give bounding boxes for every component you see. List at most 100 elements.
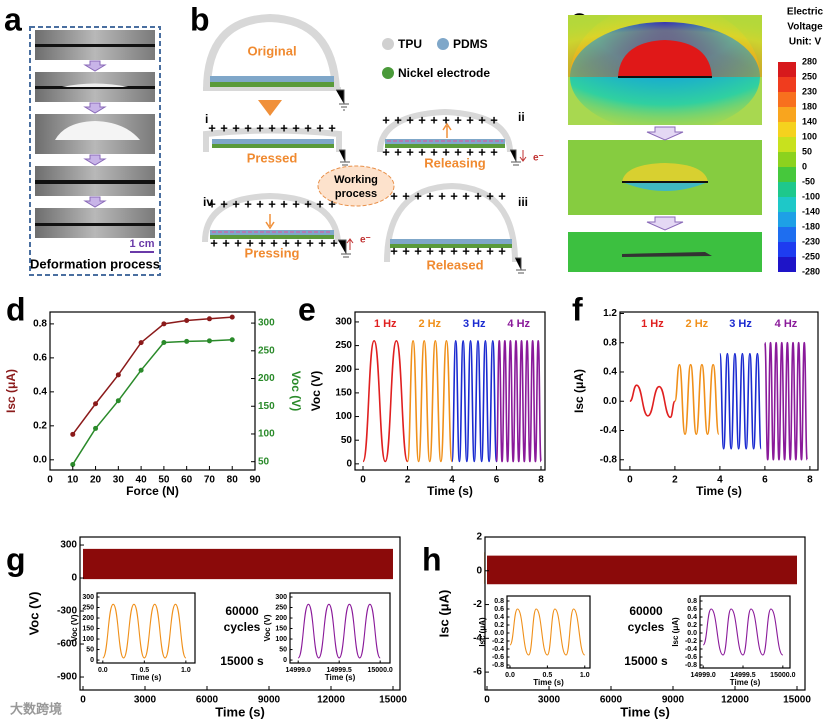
line [702, 608, 784, 656]
y-tick-label: 250 [82, 604, 94, 611]
x-tick-label: 15000.0 [770, 672, 795, 679]
stage-label: Pressing [245, 245, 300, 260]
colorbar-label: -250 [802, 251, 820, 261]
plot-frame [506, 595, 591, 669]
film [62, 83, 128, 87]
y-tick-label: 100 [82, 636, 94, 643]
x-tick-label: 15000.0 [368, 667, 393, 674]
stage-numeral: iii [518, 195, 528, 209]
legend-label: 2 Hz [686, 318, 709, 330]
center-label: process [335, 188, 377, 200]
stage-label: Released [426, 257, 483, 272]
x-tick-label: 6 [494, 475, 500, 486]
x-tick-label: 20 [90, 475, 102, 486]
x-tick-label: 10 [67, 475, 79, 486]
charge: + [430, 112, 438, 127]
charge: + [220, 196, 228, 211]
y-tick-label: 1.2 [603, 308, 617, 319]
plot-frame [699, 595, 791, 669]
y-tick-label: 0.8 [687, 598, 697, 605]
x-tick-label: 4 [717, 475, 723, 486]
pdms [210, 76, 334, 82]
x-tick-label: 0.0 [98, 667, 108, 674]
y-axis-label: Voc (V) [309, 371, 323, 411]
line [509, 608, 586, 656]
marker [206, 338, 212, 344]
charge: + [316, 196, 324, 211]
y-tick-label: 300 [335, 317, 352, 328]
marker [229, 337, 235, 343]
x-axis-label: Time (s) [696, 484, 742, 498]
plot-area [700, 596, 790, 668]
charge: + [490, 112, 498, 127]
y-tick-label: 250 [335, 340, 352, 351]
center-label: Working [334, 174, 378, 186]
colorbar-label: 250 [802, 71, 817, 81]
charge: + [474, 243, 482, 258]
y-tick-label: -0.2 [492, 638, 504, 645]
y-tick-label: 0 [476, 565, 482, 576]
tpu-shell [384, 182, 518, 263]
scale-label: 1 cm [129, 238, 154, 250]
colorbar-label: 180 [802, 101, 817, 111]
colorbar-title: Unit: V [789, 37, 822, 48]
charge: + [466, 144, 474, 159]
line [719, 352, 762, 450]
colorbar-segment [778, 107, 796, 122]
marker [161, 321, 167, 327]
panel-letter: b [190, 1, 210, 37]
charge: + [382, 144, 390, 159]
state-label: Original [247, 43, 296, 58]
plot-area [290, 593, 390, 663]
y2-tick-label: 200 [258, 373, 275, 384]
x-tick-label: 9000 [662, 695, 685, 706]
x-tick-label: 60 [181, 475, 193, 486]
y-tick-label: 0.2 [687, 622, 697, 629]
line [629, 384, 676, 419]
colorbar: 280 250 230 180 140 100 50 0 -50 -100 -140 -180 -230… [778, 56, 820, 276]
y-tick-label: -0.6 [492, 654, 504, 661]
charge: + [390, 243, 398, 258]
charge: + [414, 243, 422, 258]
y-tick-label: 300 [275, 594, 287, 601]
x-tick-label: 6000 [196, 695, 219, 706]
x-tick-label: 12000 [317, 695, 345, 706]
charge: + [244, 196, 252, 211]
y-tick-label: 100 [335, 411, 352, 422]
arrow [265, 214, 275, 230]
slot [35, 44, 155, 47]
colorbar-segment [778, 77, 796, 92]
charge: + [442, 144, 450, 159]
x-tick-label: 0.5 [543, 672, 553, 679]
charge: + [390, 188, 398, 203]
x-tick-label: 6 [762, 475, 768, 486]
legend-label: 1 Hz [641, 318, 664, 330]
annotation: 60000 [629, 604, 663, 618]
y-tick-label: 50 [341, 435, 353, 446]
panel-letter: g [6, 541, 26, 577]
electrode [212, 144, 334, 148]
line [451, 340, 498, 463]
legend-label: 4 Hz [507, 318, 530, 330]
x-tick-label: 50 [158, 475, 170, 486]
y2-tick-label: 300 [258, 318, 275, 329]
charge: + [430, 144, 438, 159]
charge: + [474, 188, 482, 203]
arrows [646, 126, 684, 231]
x-tick-label: 12000 [721, 695, 749, 706]
y-tick-label: 0.8 [494, 598, 504, 605]
y-tick-label: 150 [82, 625, 94, 632]
x-axis-label: Time (s) [730, 678, 761, 687]
y-axis-label: Isc (μA) [572, 369, 586, 413]
dome [622, 163, 708, 182]
field-low [622, 182, 708, 191]
y-tick-label: 0 [90, 657, 94, 664]
colorbar-segment [778, 212, 796, 227]
charge: + [234, 235, 242, 250]
line [406, 340, 453, 463]
charge: + [462, 243, 470, 258]
y2-tick-label: 250 [258, 345, 275, 356]
plot-frame [49, 311, 256, 471]
marker [138, 367, 144, 373]
x-axis-label: Time (s) [131, 673, 162, 682]
